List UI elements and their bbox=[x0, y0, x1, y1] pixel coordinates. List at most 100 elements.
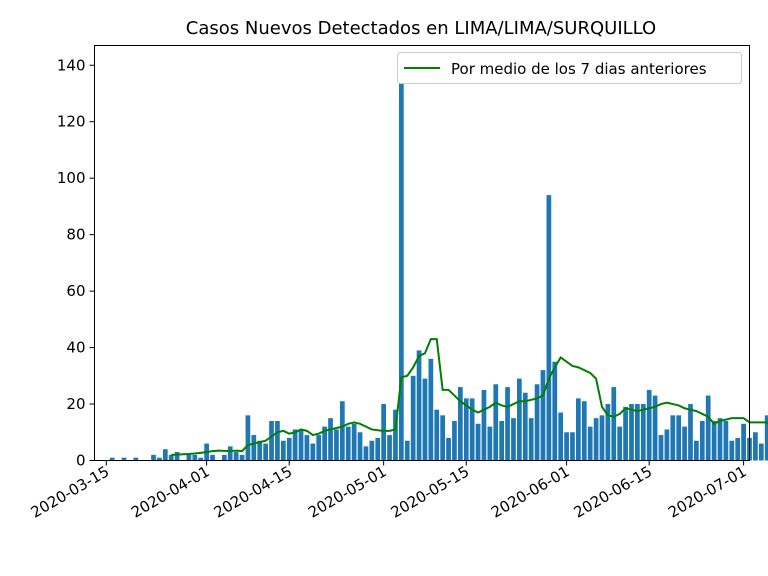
bar bbox=[682, 426, 687, 461]
bar bbox=[227, 446, 233, 461]
bar bbox=[192, 454, 198, 461]
bar bbox=[517, 378, 522, 461]
bar bbox=[605, 404, 611, 461]
x-tick-label: 2020-07-01 bbox=[665, 462, 750, 521]
bar-series bbox=[109, 65, 768, 461]
bar bbox=[493, 384, 499, 461]
bar bbox=[528, 418, 534, 461]
plot-frame bbox=[94, 45, 750, 461]
y-tick-label: 40 bbox=[66, 339, 85, 357]
bar bbox=[434, 409, 440, 461]
bar bbox=[410, 375, 416, 461]
bar bbox=[422, 378, 428, 461]
bar bbox=[617, 426, 623, 461]
bar bbox=[723, 420, 729, 461]
bar bbox=[658, 435, 664, 461]
bar bbox=[635, 404, 640, 461]
bar bbox=[298, 429, 304, 461]
bar bbox=[458, 387, 463, 461]
bar bbox=[475, 423, 481, 461]
bar bbox=[286, 437, 292, 461]
bar bbox=[699, 420, 705, 461]
bar bbox=[221, 454, 227, 461]
bar bbox=[151, 454, 156, 461]
bar bbox=[534, 384, 540, 461]
legend-label: Por medio de los 7 dias anteriores bbox=[451, 60, 707, 78]
bar bbox=[564, 432, 569, 461]
bar bbox=[611, 387, 617, 461]
bar bbox=[334, 429, 339, 461]
bar bbox=[623, 406, 628, 461]
bar bbox=[233, 452, 239, 461]
y-tick-label: 80 bbox=[66, 226, 85, 244]
bar bbox=[705, 395, 711, 461]
bar bbox=[269, 420, 274, 461]
bar bbox=[133, 457, 139, 461]
bar bbox=[363, 446, 369, 461]
bar bbox=[174, 452, 180, 461]
bar bbox=[168, 454, 174, 461]
bar bbox=[522, 392, 528, 461]
bar bbox=[587, 426, 593, 461]
bar bbox=[398, 65, 404, 461]
bar bbox=[416, 350, 422, 461]
bar bbox=[758, 443, 764, 461]
bar bbox=[546, 195, 552, 461]
bar bbox=[245, 415, 251, 461]
bar bbox=[357, 432, 363, 461]
x-tick-label: 2020-06-01 bbox=[488, 462, 573, 521]
bar bbox=[576, 398, 581, 461]
bar bbox=[345, 426, 351, 461]
bar bbox=[711, 420, 717, 461]
bar bbox=[452, 420, 457, 461]
bar bbox=[263, 443, 268, 461]
bar bbox=[328, 418, 333, 461]
bar bbox=[387, 435, 392, 461]
bar bbox=[599, 415, 605, 461]
bar bbox=[499, 420, 505, 461]
y-tick-label: 20 bbox=[66, 395, 85, 413]
y-tick-label: 60 bbox=[66, 282, 85, 300]
y-axis: 0 20 40 60 80 100 120 140 bbox=[57, 56, 95, 470]
bar bbox=[239, 454, 245, 461]
bar bbox=[481, 389, 487, 461]
bar bbox=[741, 423, 746, 461]
bar bbox=[676, 415, 682, 461]
x-tick-label: 2020-05-01 bbox=[305, 462, 390, 521]
bar bbox=[593, 418, 599, 461]
bar bbox=[652, 395, 658, 461]
bar bbox=[369, 440, 375, 461]
bar bbox=[463, 398, 469, 461]
chart-title: Casos Nuevos Detectados en LIMA/LIMA/SUR… bbox=[186, 18, 656, 39]
bar bbox=[251, 435, 257, 461]
legend: Por medio de los 7 dias anteriores bbox=[397, 52, 742, 84]
x-tick-label: 2020-05-15 bbox=[388, 462, 473, 521]
bar bbox=[310, 443, 316, 461]
bar bbox=[764, 415, 768, 461]
bar bbox=[157, 457, 162, 461]
x-tick-label: 2020-04-15 bbox=[211, 462, 296, 521]
bar bbox=[339, 401, 345, 461]
bar bbox=[717, 418, 723, 461]
bar bbox=[629, 404, 634, 461]
x-tick-label: 2020-06-15 bbox=[571, 462, 656, 521]
bar bbox=[257, 440, 263, 461]
bar bbox=[640, 404, 646, 461]
bar bbox=[162, 449, 168, 461]
bar bbox=[109, 457, 115, 461]
bar bbox=[753, 432, 758, 461]
bar bbox=[511, 418, 516, 461]
bar bbox=[304, 435, 310, 461]
bar bbox=[404, 440, 410, 461]
bar bbox=[570, 432, 575, 461]
bar bbox=[351, 423, 357, 461]
bar bbox=[186, 454, 192, 461]
bar bbox=[210, 454, 215, 461]
bar bbox=[664, 429, 670, 461]
bar bbox=[446, 437, 451, 461]
bar bbox=[469, 398, 475, 461]
legend-box bbox=[397, 52, 742, 84]
bar bbox=[552, 361, 558, 461]
